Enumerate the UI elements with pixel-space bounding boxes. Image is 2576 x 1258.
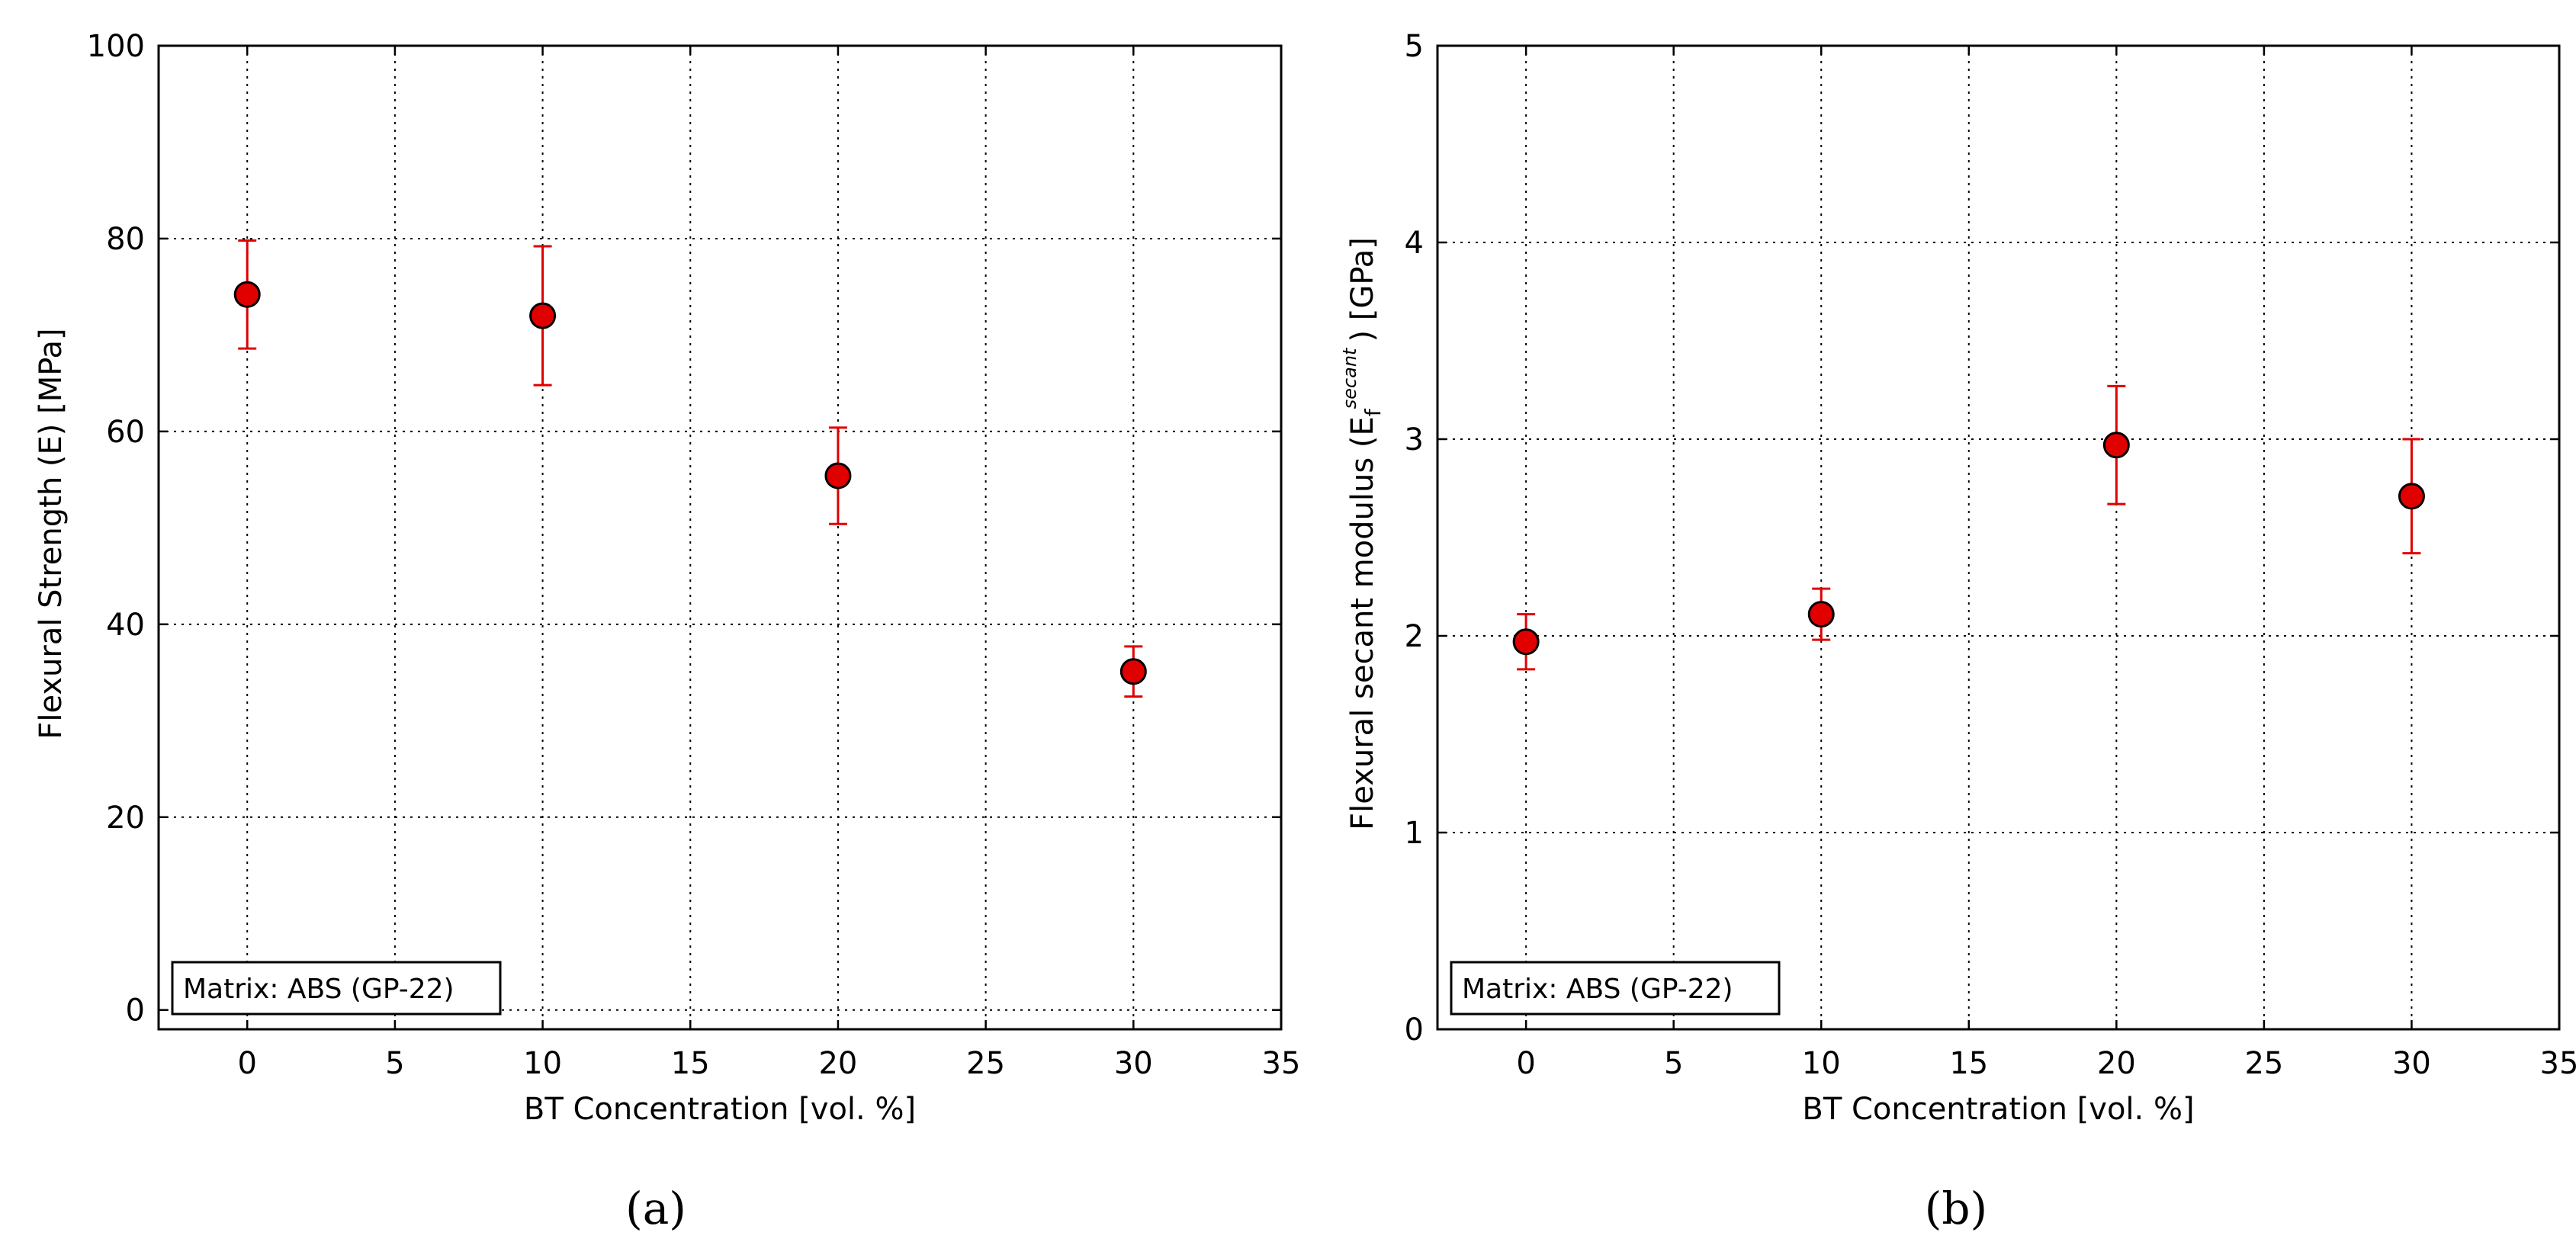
data-point: [2102, 432, 2130, 459]
y-tick-label: 100: [87, 29, 145, 64]
y-tick-label: 1: [1405, 816, 1424, 851]
x-tick-label: 30: [1114, 1046, 1153, 1081]
data-point: [1119, 658, 1147, 685]
data-point: [824, 462, 852, 489]
panel-caption: (a): [625, 1183, 686, 1234]
x-axis-label: BT Concentration [vol. %]: [1802, 1092, 2194, 1127]
x-tick-label: 10: [523, 1046, 562, 1081]
y-tick-label: 2: [1405, 619, 1424, 654]
plot-frame: [1436, 44, 2561, 1031]
chart-panel-1: 0 5 10 15 20 25 30 35 0 20 40 60 80 100 BT Concentrati…: [34, 29, 1300, 1234]
y-axis-label-main: Flexural Strength (E) [MPa]: [34, 328, 69, 739]
x-tick-label: 25: [966, 1046, 1005, 1081]
y-tick-label: 60: [106, 415, 145, 450]
matrix-annotation-box: [171, 961, 502, 1016]
x-tick-label: 10: [1802, 1046, 1841, 1081]
y-tick-label: 4: [1405, 226, 1424, 261]
matrix-annotation-text: Matrix: ABS (GP-22): [1462, 974, 1733, 1005]
y-tick-label: 3: [1405, 422, 1424, 457]
data-point: [233, 281, 261, 308]
x-tick-label: 15: [671, 1046, 710, 1081]
x-tick-label: 20: [2097, 1046, 2136, 1081]
x-tick-label: 20: [818, 1046, 857, 1081]
plot-frame: [157, 44, 1283, 1031]
y-tick-label: 0: [126, 993, 145, 1029]
x-tick-label: 25: [2244, 1046, 2283, 1081]
y-axis-label-superscript: secant: [1339, 347, 1360, 409]
x-tick-label: 0: [1516, 1046, 1535, 1081]
y-tick-label: 40: [106, 608, 145, 643]
x-tick-label: 35: [1262, 1046, 1301, 1081]
x-axis-label: BT Concentration [vol. %]: [524, 1092, 916, 1127]
matrix-annotation-text: Matrix: ABS (GP-22): [183, 974, 454, 1005]
y-axis-label: Flexural secant modulus (Efsecant ) [GPa]: [1339, 237, 1386, 830]
data-point: [2398, 483, 2425, 510]
y-tick-label: 20: [106, 801, 145, 836]
x-tick-label: 5: [385, 1046, 404, 1081]
x-tick-label: 5: [1664, 1046, 1683, 1081]
y-axis-label-main: Flexural secant modulus (E: [1345, 416, 1380, 830]
x-tick-label: 30: [2392, 1046, 2431, 1081]
data-point: [529, 302, 557, 329]
x-tick-label: 35: [2540, 1046, 2576, 1081]
data-point: [1807, 601, 1835, 628]
matrix-annotation-box: [1450, 961, 1781, 1016]
y-axis-label-tail: ) [GPa]: [1345, 237, 1380, 342]
x-tick-label: 0: [237, 1046, 256, 1081]
data-point: [1512, 628, 1540, 656]
y-tick-label: 0: [1405, 1012, 1424, 1048]
y-axis-label-subscript: f: [1360, 408, 1386, 416]
y-axis-label: Flexural Strength (E) [MPa]: [34, 328, 69, 739]
x-tick-label: 15: [1949, 1046, 1988, 1081]
y-tick-label: 5: [1405, 29, 1424, 64]
y-tick-label: 80: [106, 222, 145, 257]
chart-panel-2: 0 5 10 15 20 25 30 35 0 1 2 3 4 5 BT Concentration [vo…: [1339, 29, 2576, 1234]
panel-caption: (b): [1925, 1183, 1987, 1234]
